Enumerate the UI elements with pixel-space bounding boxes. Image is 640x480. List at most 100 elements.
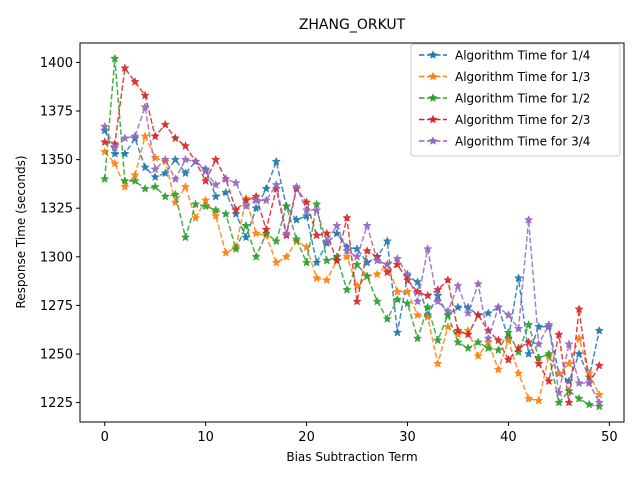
data-point	[211, 211, 221, 220]
data-point	[261, 195, 271, 205]
data-point	[180, 181, 191, 191]
data-point	[160, 119, 170, 129]
data-point	[342, 246, 352, 255]
data-point	[261, 224, 271, 234]
legend-marker	[428, 50, 438, 59]
data-point	[231, 205, 241, 215]
data-point	[544, 349, 554, 358]
data-point	[170, 189, 180, 199]
data-point	[493, 345, 503, 355]
data-point	[584, 399, 594, 409]
data-point	[221, 187, 231, 197]
data-point	[291, 181, 302, 191]
data-point	[594, 325, 604, 335]
data-point	[463, 343, 473, 353]
data-point	[190, 156, 201, 166]
series-line	[104, 134, 600, 402]
data-point	[150, 172, 160, 182]
data-point	[574, 378, 584, 388]
data-point	[412, 296, 423, 306]
x-axis-title: Bias Subtraction Term	[286, 450, 417, 464]
data-point	[241, 201, 251, 211]
data-point	[322, 275, 332, 285]
y-tick-label: 1225	[40, 396, 73, 411]
data-point	[412, 277, 423, 286]
data-point	[160, 191, 170, 201]
data-point	[524, 337, 534, 347]
data-point	[513, 343, 524, 353]
data-point	[312, 273, 322, 283]
data-point	[554, 329, 564, 339]
data-point	[443, 275, 453, 285]
data-point	[382, 267, 392, 277]
data-point	[211, 154, 221, 164]
data-point	[493, 364, 503, 374]
data-point	[120, 181, 130, 191]
data-point	[594, 360, 604, 370]
data-point	[513, 273, 524, 283]
data-point	[534, 321, 544, 331]
data-point	[211, 205, 221, 215]
data-point	[190, 199, 201, 209]
data-point	[503, 327, 514, 337]
x-tick-label: 20	[298, 430, 315, 445]
data-point	[493, 302, 503, 312]
data-point	[362, 271, 372, 281]
data-point	[443, 310, 453, 320]
data-point	[110, 53, 120, 63]
data-point	[402, 286, 413, 296]
legend-label: Algorithm Time for 3/4	[455, 135, 590, 149]
data-point	[140, 183, 150, 193]
data-point	[453, 325, 463, 335]
data-point	[332, 255, 342, 265]
data-point	[483, 308, 493, 318]
data-point	[140, 90, 150, 100]
legend-marker	[428, 114, 438, 124]
data-point	[261, 183, 271, 193]
data-point	[312, 257, 322, 267]
data-point	[201, 201, 211, 211]
data-point	[574, 393, 584, 403]
data-point	[150, 131, 160, 141]
data-point	[201, 176, 211, 185]
data-point	[170, 197, 180, 207]
data-point	[392, 327, 403, 337]
data-point	[382, 314, 392, 323]
data-point	[463, 329, 473, 339]
series-layer	[100, 53, 604, 411]
data-point	[402, 298, 413, 308]
data-point	[342, 251, 352, 261]
data-point	[392, 294, 403, 304]
y-tick-label: 1250	[40, 347, 73, 362]
data-point	[271, 257, 281, 267]
data-point	[382, 236, 392, 246]
data-point	[473, 310, 483, 320]
data-point	[453, 302, 463, 312]
data-point	[594, 397, 604, 407]
data-point	[392, 253, 403, 263]
data-point	[473, 351, 483, 360]
data-point	[433, 358, 443, 368]
data-point	[524, 319, 534, 329]
data-point	[140, 102, 150, 112]
x-tick-label: 50	[601, 430, 618, 445]
data-point	[241, 220, 251, 230]
data-point	[423, 290, 433, 300]
data-point	[564, 358, 574, 368]
data-point	[412, 333, 423, 343]
data-point	[513, 323, 524, 333]
data-point	[120, 63, 130, 73]
data-point	[130, 77, 140, 86]
data-point	[412, 310, 423, 320]
data-point	[433, 335, 443, 345]
series-line	[104, 130, 601, 383]
data-point	[453, 337, 463, 347]
legend-marker	[428, 93, 438, 102]
data-point	[544, 376, 554, 386]
data-point	[271, 156, 281, 166]
data-point	[231, 178, 241, 187]
data-point	[423, 244, 433, 253]
data-point	[423, 302, 433, 312]
data-point	[281, 228, 292, 238]
data-point	[291, 234, 302, 244]
